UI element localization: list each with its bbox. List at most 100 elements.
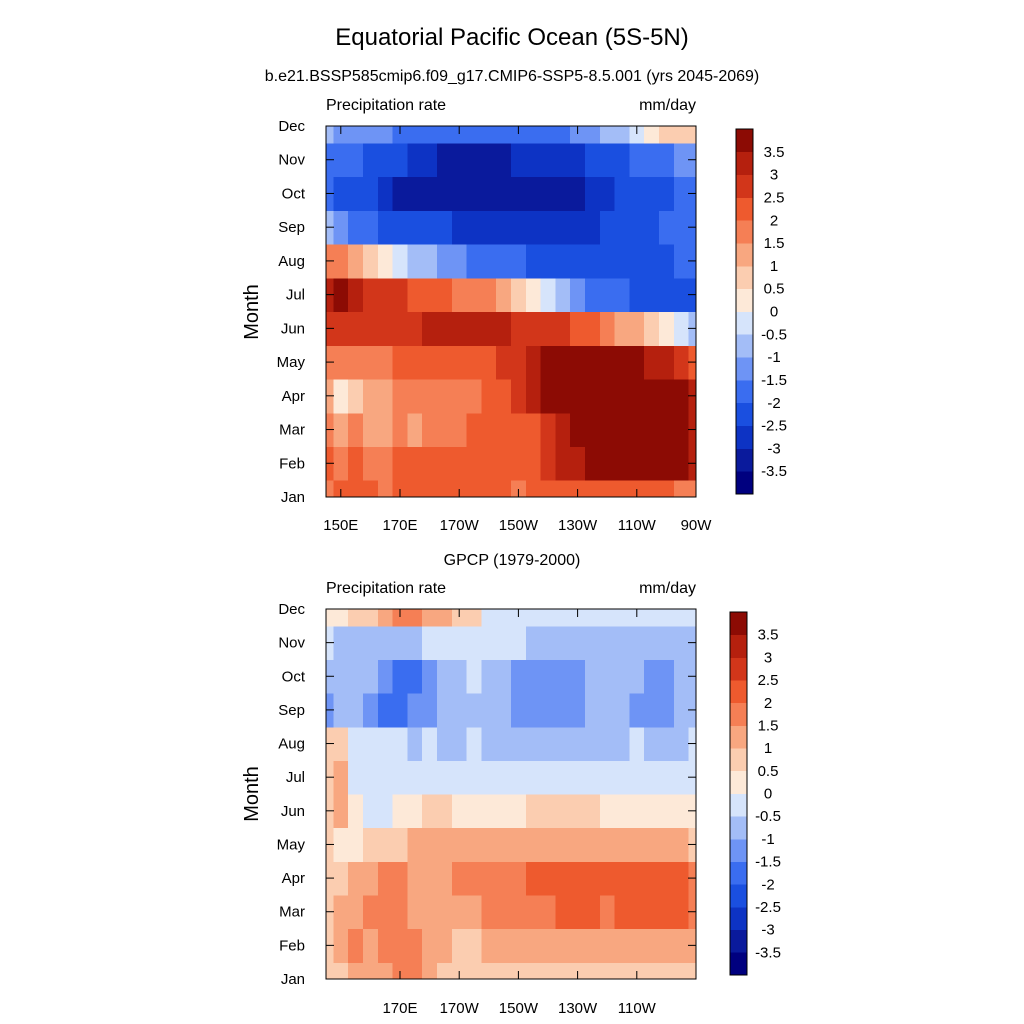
- heatmap-cell: [407, 277, 423, 313]
- heatmap-cell: [585, 244, 601, 279]
- y-tick-label: Jan: [281, 971, 305, 988]
- heatmap-cell: [540, 412, 556, 448]
- heatmap-cell: [451, 726, 468, 761]
- heatmap-cell: [481, 659, 497, 694]
- heatmap-cell: [481, 126, 497, 144]
- heatmap-cell: [392, 861, 408, 896]
- heatmap-cell: [659, 861, 675, 896]
- x-tick-label: 170W: [440, 1000, 480, 1017]
- heatmap-cell: [437, 693, 453, 728]
- y-tick-label: Feb: [279, 937, 305, 954]
- y-tick-label: Aug: [278, 736, 305, 753]
- heatmap-cell: [407, 176, 423, 211]
- heatmap-cell: [525, 311, 542, 346]
- heatmap-cell: [451, 659, 468, 694]
- heatmap-cell: [451, 176, 468, 211]
- heatmap-cell: [525, 480, 542, 498]
- heatmap-cell: [466, 446, 482, 481]
- colorbar-label: -0.5: [761, 326, 787, 343]
- heatmap-cell: [466, 827, 482, 862]
- heatmap-cell: [333, 928, 349, 963]
- x-tick-label: 150W: [499, 1000, 539, 1017]
- heatmap-cell: [407, 693, 423, 728]
- heatmap-cell: [599, 760, 616, 795]
- heatmap-cell: [570, 760, 586, 795]
- heatmap-cell: [555, 827, 571, 862]
- colorbar-box: [736, 379, 753, 404]
- x-tick-label: 110W: [618, 1000, 657, 1017]
- heatmap-cell: [392, 894, 408, 930]
- colorbar-label: 0: [770, 304, 778, 321]
- heatmap-cell: [659, 609, 675, 627]
- heatmap-cell: [511, 928, 527, 963]
- heatmap-cell: [659, 345, 675, 380]
- heatmap-cell: [599, 480, 616, 498]
- heatmap-cell: [599, 794, 616, 829]
- colorbar-box: [736, 471, 753, 495]
- heatmap-cell: [422, 760, 438, 795]
- colorbar-label: 0.5: [764, 281, 785, 298]
- heatmap-cell: [437, 928, 453, 963]
- heatmap-cell: [585, 894, 601, 930]
- heatmap-cell: [570, 928, 586, 963]
- heatmap-cell: [422, 345, 438, 380]
- heatmap-cell: [511, 142, 527, 178]
- heatmap-cell: [614, 693, 630, 728]
- heatmap-cell: [466, 176, 482, 211]
- heatmap-cell: [451, 827, 468, 862]
- heatmap-cell: [363, 861, 379, 896]
- heatmap-cell: [466, 126, 482, 144]
- heatmap-cell: [407, 480, 423, 498]
- heatmap-cell: [451, 760, 468, 795]
- heatmap-cell: [496, 659, 512, 694]
- heatmap-cell: [496, 861, 512, 896]
- heatmap-cell: [629, 412, 645, 448]
- panel-left-label: Precipitation rate: [326, 97, 446, 114]
- heatmap-cell: [422, 176, 438, 211]
- heatmap-cell: [614, 962, 630, 980]
- heatmap-cell: [540, 176, 556, 211]
- heatmap-cell: [673, 176, 690, 211]
- heatmap-cell: [407, 962, 423, 980]
- heatmap-cell: [570, 726, 586, 761]
- heatmap-cell: [377, 244, 394, 279]
- y-tick-label: Sep: [278, 219, 305, 236]
- colorbar-box: [736, 357, 753, 381]
- heatmap-cell: [644, 659, 660, 694]
- heatmap-cell: [451, 609, 468, 627]
- heatmap-cell: [659, 126, 675, 144]
- colorbar-box: [736, 243, 753, 267]
- heatmap-cell: [481, 928, 497, 963]
- heatmap-cell: [659, 659, 675, 694]
- heatmap-cell: [377, 894, 394, 930]
- heatmap-cell: [555, 609, 571, 627]
- colorbar-frame: [735, 128, 754, 495]
- heatmap-cell: [496, 176, 512, 211]
- heatmap-cell: [644, 794, 660, 829]
- heatmap-cell: [333, 277, 349, 313]
- colorbar-box: [730, 838, 747, 862]
- heatmap-cell: [599, 176, 616, 211]
- heatmap-cell: [644, 609, 660, 627]
- heatmap-cell: [422, 609, 438, 627]
- heatmap-cell: [688, 126, 697, 144]
- heatmap-cell: [363, 345, 379, 380]
- heatmap-cell: [407, 928, 423, 963]
- y-tick-label: Jun: [281, 320, 305, 337]
- heatmap-cell: [525, 827, 542, 862]
- heatmap-cell: [437, 210, 453, 245]
- heatmap-cell: [585, 726, 601, 761]
- heatmap-cell: [437, 894, 453, 930]
- y-tick-label: Nov: [278, 152, 305, 169]
- heatmap-cell: [481, 446, 497, 481]
- heatmap-cell: [363, 311, 379, 346]
- x-tick-label: 130W: [558, 517, 598, 534]
- colorbar-label: -1.5: [755, 854, 781, 871]
- heatmap-cell: [614, 142, 630, 178]
- heatmap-cell: [348, 480, 364, 498]
- heatmap-cell: [540, 726, 556, 761]
- heatmap-cell: [437, 142, 453, 178]
- heatmap-cell: [333, 827, 349, 862]
- heatmap-cell: [659, 794, 675, 829]
